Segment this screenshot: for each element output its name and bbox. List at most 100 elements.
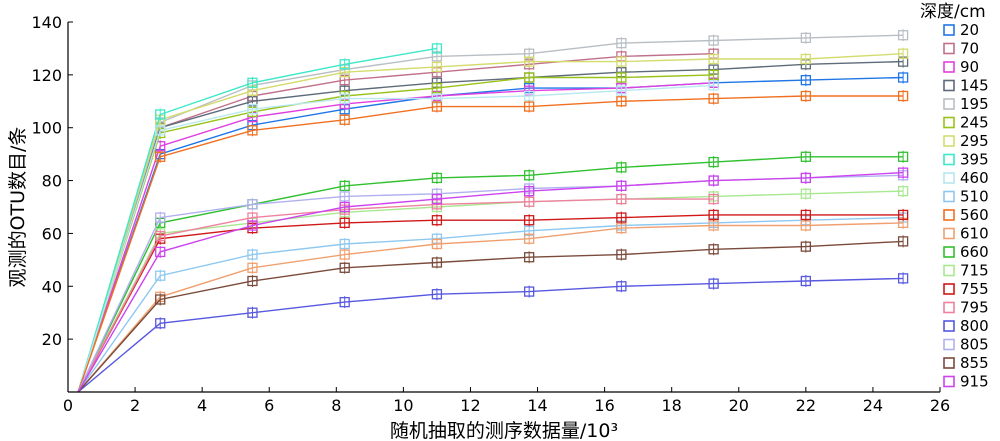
data-point [800, 241, 811, 252]
series-510 [77, 211, 909, 393]
data-point [708, 209, 719, 221]
legend-title: 深度/cm [920, 2, 986, 22]
legend-label: 395 [960, 151, 989, 169]
data-point [616, 281, 627, 292]
series-395 [77, 42, 443, 393]
data-point [708, 193, 719, 205]
legend-item-20: 20 [943, 21, 979, 39]
legend-swatch [943, 301, 955, 314]
legend-label: 610 [960, 225, 989, 243]
data-point [524, 56, 535, 67]
data-point [431, 238, 443, 250]
series-line [77, 222, 904, 393]
series-line [77, 84, 714, 393]
data-point [616, 85, 627, 96]
x-tick-label: 20 [729, 396, 749, 415]
x-tick-label: 0 [63, 396, 73, 415]
series-line [77, 240, 904, 393]
y-tick-label: 40 [42, 277, 62, 296]
series-line [77, 34, 904, 393]
y-tick-label: 100 [31, 119, 62, 138]
legend-label: 510 [960, 188, 989, 206]
legend-item-800: 800 [943, 317, 989, 335]
data-point [524, 233, 535, 244]
series-800 [77, 272, 909, 393]
legend-item-295: 295 [943, 132, 989, 150]
data-point [708, 93, 719, 104]
legend-label: 145 [960, 77, 989, 95]
data-point [431, 61, 443, 73]
legend-swatch [943, 190, 955, 203]
legend-item-660: 660 [943, 243, 989, 261]
data-point [155, 318, 166, 329]
data-point [431, 257, 443, 268]
y-tick-label: 80 [42, 172, 62, 191]
series-660 [77, 150, 909, 393]
data-point [897, 167, 909, 178]
series-855 [77, 235, 909, 393]
legend-swatch [943, 98, 955, 110]
x-tick-label: 8 [331, 396, 341, 415]
legend-label: 90 [960, 58, 979, 76]
series-line [77, 171, 904, 393]
legend-item-90: 90 [943, 58, 979, 76]
data-point [800, 172, 811, 184]
data-point [708, 69, 719, 81]
data-point [524, 72, 535, 83]
data-point [431, 43, 443, 54]
legend-label: 805 [960, 336, 989, 354]
series-line [77, 190, 904, 393]
legend-item-70: 70 [943, 40, 979, 58]
data-point [800, 275, 811, 287]
x-tick-label: 2 [130, 396, 140, 415]
series-610 [77, 216, 909, 393]
legend-swatch [943, 338, 955, 351]
legend-label: 560 [960, 206, 989, 224]
data-point [524, 215, 535, 226]
data-point [247, 77, 258, 88]
legend-swatch [943, 209, 955, 221]
legend-label: 460 [960, 169, 989, 187]
legend-item-510: 510 [943, 188, 989, 206]
legend-item-195: 195 [943, 95, 989, 113]
data-point [708, 53, 719, 65]
data-point [524, 101, 535, 112]
y-tick-label: 140 [31, 13, 62, 32]
data-point [897, 30, 909, 41]
data-point [897, 273, 909, 284]
legend-swatch [943, 79, 955, 92]
legend-item-855: 855 [943, 354, 989, 372]
data-point [431, 289, 443, 300]
legend-swatch [943, 246, 955, 258]
y-tick-label: 20 [42, 330, 62, 349]
legend-swatch [943, 61, 955, 73]
data-point [524, 90, 535, 102]
data-point [339, 262, 350, 273]
data-point [339, 180, 350, 192]
series-line [77, 53, 904, 393]
data-point [247, 262, 258, 273]
legend-item-805: 805 [943, 336, 989, 354]
x-axis-title: 随机抽取的测序数据量/10³ [390, 420, 618, 441]
data-point [524, 252, 535, 263]
x-tick-label: 14 [527, 396, 547, 415]
legend-label: 800 [960, 317, 989, 335]
data-point [616, 162, 627, 173]
data-point [524, 170, 535, 181]
data-point [708, 220, 719, 231]
legend-item-755: 755 [943, 280, 989, 298]
series-715 [77, 185, 909, 393]
legend-swatch [943, 116, 955, 129]
series-295 [77, 47, 909, 393]
series-line [77, 53, 714, 393]
legend-label: 755 [960, 280, 989, 298]
series-line [77, 76, 904, 393]
data-point [247, 199, 258, 210]
legend-item-460: 460 [943, 169, 989, 187]
series-line [77, 277, 904, 393]
data-point [155, 125, 166, 136]
data-point [897, 90, 909, 102]
series-915 [77, 166, 909, 393]
